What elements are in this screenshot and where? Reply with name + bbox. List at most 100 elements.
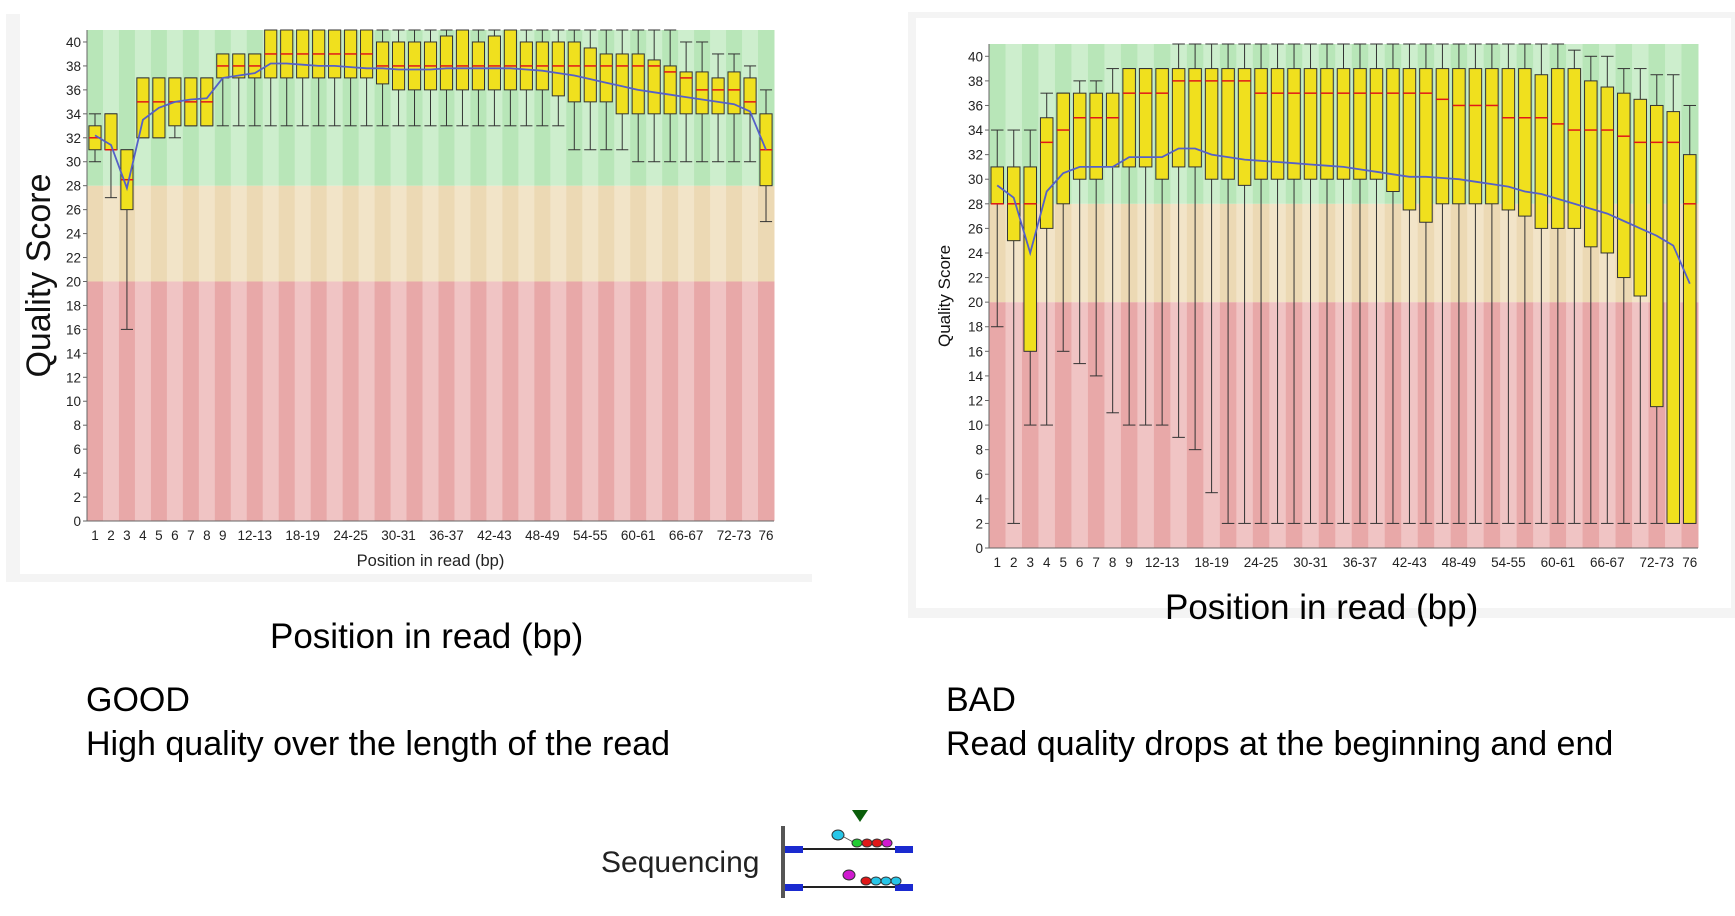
quality-band-0 (294, 281, 312, 521)
quality-band-1 (486, 185, 503, 282)
y-tick-label: 10 (66, 394, 81, 409)
x-tick-label: 18-19 (285, 528, 320, 543)
quality-band-0 (358, 281, 376, 521)
quality-band-0 (246, 281, 264, 521)
adapter-bottom-left (785, 884, 803, 891)
quality-band-0 (230, 281, 248, 521)
x-tick-label: 8 (1109, 555, 1117, 570)
bad-caption-title: BAD (946, 681, 1016, 719)
quality-box (1353, 68, 1367, 180)
y-tick-label: 28 (66, 179, 81, 194)
quality-band-0 (166, 281, 184, 521)
quality-band-0 (678, 281, 695, 521)
sequencing-position-marker-icon (852, 810, 868, 822)
quality-box (567, 41, 581, 103)
quality-band-1 (710, 185, 727, 282)
strand-link (843, 836, 854, 843)
quality-band-1 (694, 185, 711, 282)
x-tick-label: 9 (1125, 555, 1133, 570)
flowcell-wall (781, 826, 785, 898)
quality-band-0 (742, 281, 759, 521)
bad-outer-xlabel: Position in read (bp) (1165, 588, 1479, 627)
quality-band-0 (102, 281, 120, 521)
quality-box (743, 77, 757, 115)
quality-band-0 (342, 281, 360, 521)
quality-band-0 (374, 281, 392, 521)
quality-box (615, 53, 629, 115)
y-tick-label: 34 (968, 123, 984, 138)
quality-band-2 (87, 30, 104, 186)
quality-box (1485, 68, 1499, 205)
quality-band-1 (374, 185, 392, 282)
quality-box (599, 53, 613, 103)
quality-band-0 (182, 281, 200, 521)
quality-band-0 (662, 281, 679, 521)
y-tick-label: 4 (975, 492, 983, 507)
quality-band-1 (150, 185, 168, 282)
quality-band-0 (214, 281, 232, 521)
quality-box (1039, 117, 1054, 229)
adapter-top-right (895, 846, 913, 853)
x-tick-label: 5 (1059, 555, 1067, 570)
x-tick-label: 9 (219, 528, 227, 543)
quality-band-1 (726, 185, 743, 282)
quality-band-1 (614, 185, 631, 282)
quality-band-0 (726, 281, 743, 521)
y-tick-label: 22 (66, 251, 81, 266)
y-tick-label: 0 (73, 514, 81, 529)
quality-band-0 (550, 281, 567, 521)
y-tick-label: 40 (66, 35, 81, 50)
x-tick-label: 54-55 (573, 528, 608, 543)
y-tick-label: 24 (66, 227, 82, 242)
x-tick-label: 12-13 (237, 528, 272, 543)
quality-box (1435, 68, 1450, 205)
quality-box (1682, 154, 1697, 524)
y-tick-label: 26 (66, 203, 81, 218)
x-tick-label: 24-25 (333, 528, 368, 543)
quality-box (1237, 68, 1252, 186)
x-tick-label: 2 (1010, 555, 1018, 570)
y-tick-label: 2 (73, 490, 81, 505)
quality-band-0 (598, 281, 615, 521)
quality-box (679, 71, 693, 115)
sequencing-diagram (781, 810, 913, 898)
quality-band-1 (214, 185, 232, 282)
x-tick-label: 48-49 (525, 528, 560, 543)
y-tick-label: 34 (66, 107, 82, 122)
y-tick-label: 6 (975, 467, 983, 482)
quality-band-1 (294, 185, 312, 282)
quality-box (727, 71, 741, 115)
quality-band-1 (390, 185, 408, 282)
quality-box (647, 59, 661, 115)
quality-box (1501, 68, 1516, 211)
x-tick-label: 42-43 (1392, 555, 1427, 570)
quality-band-1 (198, 185, 216, 282)
quality-band-0 (438, 281, 455, 521)
x-tick-label: 6 (1076, 555, 1084, 570)
quality-band-1 (550, 185, 567, 282)
quality-band-0 (1087, 302, 1105, 548)
x-tick-label: 36-37 (429, 528, 464, 543)
quality-band-1 (278, 185, 296, 282)
quality-box (1600, 86, 1615, 254)
quality-band-0 (582, 281, 599, 521)
nucleotide-cyan-icon (870, 876, 882, 886)
quality-box (663, 65, 677, 115)
quality-box (1650, 104, 1664, 408)
quality-band-1 (742, 185, 759, 282)
y-tick-label: 26 (968, 221, 983, 236)
x-tick-label: 6 (171, 528, 179, 543)
x-tick-label: 60-61 (1541, 555, 1576, 570)
nucleotide-magenta-icon (881, 838, 893, 848)
x-tick-label: 8 (203, 528, 211, 543)
y-tick-label: 4 (73, 466, 81, 481)
quality-band-0 (566, 281, 583, 521)
quality-box (631, 53, 645, 115)
x-tick-label: 42-43 (477, 528, 512, 543)
quality-band-1 (230, 185, 248, 282)
quality-box (1287, 68, 1301, 180)
quality-box (1320, 68, 1334, 180)
y-tick-label: 2 (975, 516, 983, 531)
y-axis-title: Quality Score (935, 245, 954, 347)
quality-box (136, 77, 150, 139)
